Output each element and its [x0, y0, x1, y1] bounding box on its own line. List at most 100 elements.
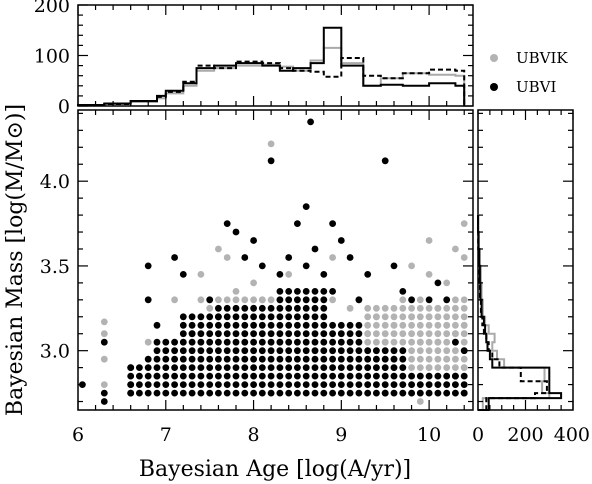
- ubvi-point: [460, 381, 468, 388]
- ubvi-point: [267, 157, 275, 165]
- ubvi-point: [381, 389, 389, 397]
- ubvik-point: [364, 321, 372, 329]
- ubvi-point: [215, 338, 222, 346]
- ubvi-point: [197, 372, 205, 380]
- ubvi-point: [294, 313, 301, 321]
- ubvik-point: [399, 304, 407, 312]
- ubvi-point: [285, 321, 293, 329]
- ubvi-point: [320, 330, 328, 338]
- ubvik-point: [399, 338, 407, 346]
- ubvik-point: [171, 296, 179, 304]
- ubvi-point: [294, 338, 301, 346]
- ubvik-point: [267, 296, 275, 304]
- ubvi-point: [267, 330, 275, 338]
- x-tick-label: 9: [335, 424, 347, 446]
- ubvi-point: [127, 389, 135, 397]
- ubvi-point: [144, 381, 152, 388]
- ubvi-point: [294, 355, 301, 363]
- ubvi-point: [311, 330, 319, 338]
- ubvi-point: [144, 389, 152, 397]
- ubvik-point: [443, 279, 451, 287]
- ubvi-point: [329, 288, 336, 295]
- ubvi-point: [329, 372, 336, 380]
- ubvik-point: [373, 321, 380, 329]
- ubvi-point: [188, 389, 196, 397]
- ubvi-point: [188, 372, 196, 380]
- ubvik-point: [434, 304, 442, 312]
- ubvi-point: [276, 389, 284, 397]
- ubvi-point: [285, 347, 293, 355]
- ubvik-point: [460, 313, 468, 321]
- ubvi-point: [250, 389, 257, 397]
- y-axis-title: Bayesian Mass [log(M/M⊙)]: [3, 104, 28, 416]
- ubvi-point: [267, 364, 275, 371]
- ubvi-point: [337, 372, 345, 380]
- ubvi-point: [346, 347, 354, 355]
- ubvi-point: [302, 321, 310, 329]
- legend-label-ubvi: UBVI: [516, 78, 556, 96]
- ubvi-point: [355, 321, 363, 329]
- ubvik-point: [425, 304, 433, 312]
- ubvi-point: [232, 364, 240, 371]
- ubvi-point: [337, 364, 345, 371]
- ubvi-point: [276, 364, 284, 371]
- ubvik-point: [460, 254, 468, 261]
- ubvi-point: [434, 279, 442, 287]
- ubvik-point: [443, 304, 451, 312]
- ubvi-point: [171, 338, 179, 346]
- ubvi-point: [311, 338, 319, 346]
- ubvi-point: [153, 389, 161, 397]
- ubvi-point: [373, 355, 380, 363]
- ubvi-point: [320, 288, 328, 295]
- ubvi-point: [250, 364, 257, 371]
- ubvi-point: [320, 304, 328, 312]
- ubvi-point: [232, 228, 240, 236]
- ubvi-point: [452, 381, 459, 388]
- ubvi-point: [153, 372, 161, 380]
- ubvi-point: [346, 389, 354, 397]
- tick-labels: 6 7 8 9 10 3.0 3.5 4.0 0 100 200 0 200 400: [34, 0, 590, 446]
- ubvi-point: [276, 313, 284, 321]
- ubvi-point: [276, 296, 284, 304]
- ubvi-point: [346, 372, 354, 380]
- ubvi-point: [320, 381, 328, 388]
- ubvik-point: [452, 245, 459, 253]
- ubvik-point: [381, 304, 389, 312]
- legend-label-ubvik: UBVIK: [516, 49, 568, 67]
- ubvik-point: [416, 338, 424, 346]
- ubvi-point: [311, 381, 319, 388]
- ubvi-point: [311, 313, 319, 321]
- ubvik-point: [452, 313, 459, 321]
- ubvik-point: [452, 347, 459, 355]
- ubvik-point: [425, 330, 433, 338]
- right-hist-x-tick-label: 400: [554, 424, 590, 446]
- ubvi-point: [206, 321, 214, 329]
- ubvi-point: [364, 372, 372, 380]
- ubvi-point: [250, 347, 257, 355]
- ubvi-point: [162, 347, 170, 355]
- ubvi-point: [171, 355, 179, 363]
- ubvi-point: [302, 313, 310, 321]
- ubvi-point: [329, 321, 336, 329]
- ubvi-point: [302, 372, 310, 380]
- ubvi-point: [346, 254, 354, 261]
- ubvik-point: [408, 364, 415, 371]
- ubvi-point: [408, 381, 415, 388]
- ubvi-point: [399, 389, 407, 397]
- ubvi-point: [223, 220, 231, 228]
- ubvi-point: [285, 372, 293, 380]
- ubvi-point: [443, 296, 451, 304]
- ubvi-point: [223, 355, 231, 363]
- y-tick-label: 3.0: [40, 341, 70, 363]
- ubvi-point: [399, 364, 407, 371]
- ubvi-point: [373, 364, 380, 371]
- ubvik-point: [144, 338, 152, 346]
- ubvi-point: [223, 389, 231, 397]
- ubvik-point: [434, 364, 442, 371]
- ubvi-point: [223, 347, 231, 355]
- ubvi-point: [250, 338, 257, 346]
- ubvik-point: [329, 296, 336, 304]
- ubvi-point: [285, 389, 293, 397]
- ubvi-point: [381, 372, 389, 380]
- ubvi-point: [258, 389, 266, 397]
